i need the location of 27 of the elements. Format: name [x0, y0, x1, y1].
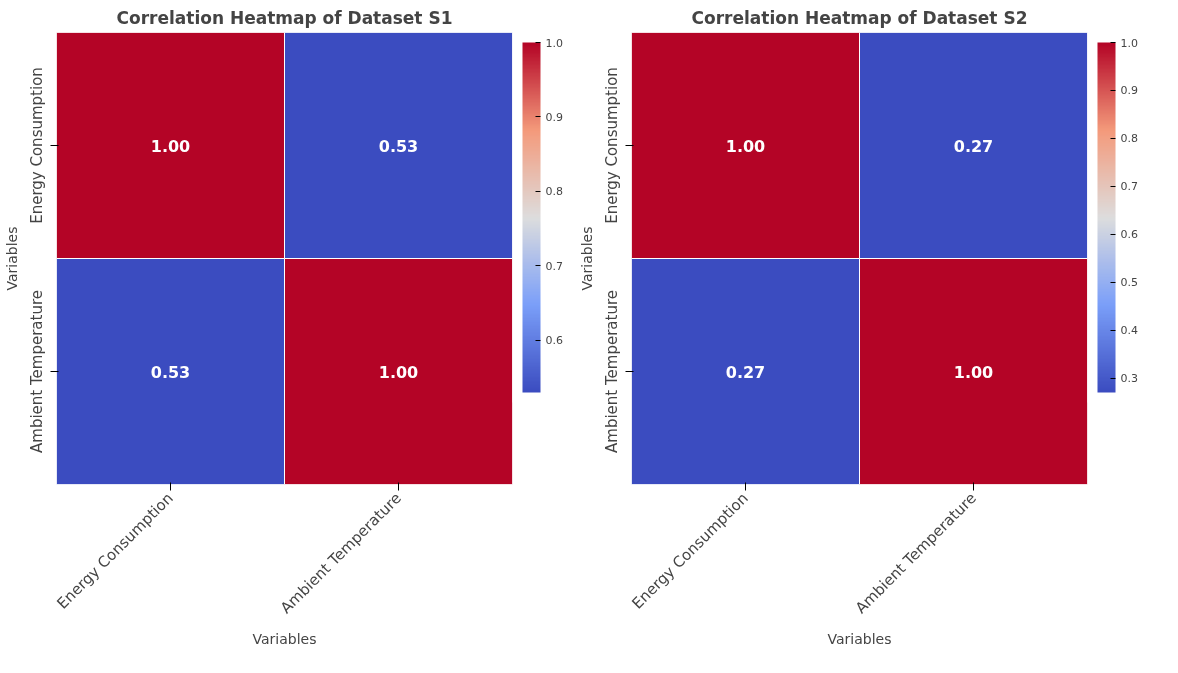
data-label: 1.00 [725, 136, 766, 156]
data-label: 0.53 [378, 136, 419, 156]
color-bar-label: 0.8 [545, 185, 563, 199]
data-label: 1.00 [150, 136, 191, 156]
color-bar-label: 0.7 [545, 259, 563, 273]
y-axis-title: Variables [578, 226, 595, 291]
color-bar-label: 0.9 [545, 110, 563, 124]
color-bar-label: 1.0 [545, 36, 563, 50]
chart-title: Correlation Heatmap of Dataset S1 [116, 7, 453, 28]
x-axis-title: Variables [252, 631, 317, 648]
y-axis-title: Variables [3, 226, 20, 291]
color-bar-label: 0.7 [1120, 180, 1138, 194]
color-bar-label: 0.4 [1120, 324, 1138, 338]
color-bar-label: 0.9 [1120, 84, 1138, 98]
data-label: 0.27 [725, 362, 766, 382]
data-label: 1.00 [378, 362, 419, 382]
color-bar-label: 0.5 [1120, 276, 1138, 290]
color-bar-label: 0.6 [545, 334, 563, 348]
data-label: 0.53 [150, 362, 191, 382]
chart-title: Correlation Heatmap of Dataset S2 [691, 7, 1028, 28]
color-bar-label: 0.6 [1120, 228, 1138, 242]
color-bar-label: 0.3 [1120, 372, 1138, 386]
color-bar-label: 1.0 [1120, 36, 1138, 50]
data-label: 0.27 [953, 136, 994, 156]
x-axis-title: Variables [827, 631, 892, 648]
data-label: 1.00 [953, 362, 994, 382]
color-bar-label: 0.8 [1120, 132, 1138, 146]
